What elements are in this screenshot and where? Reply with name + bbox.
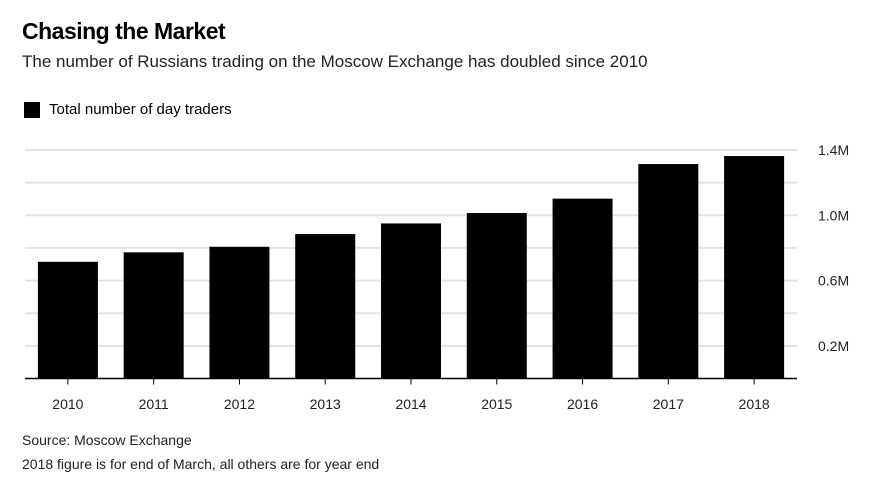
- bar-2017: [638, 164, 699, 379]
- bar-2018: [724, 156, 785, 379]
- y-tick-label: 1.4M: [818, 142, 849, 158]
- footnote: 2018 figure is for end of March, all oth…: [22, 456, 380, 472]
- chart-title: Chasing the Market: [22, 18, 226, 44]
- x-tick-label: 2016: [567, 396, 598, 412]
- y-tick-label: 0.6M: [818, 273, 849, 289]
- y-tick-label: 0.2M: [818, 338, 849, 354]
- x-tick-label: 2017: [653, 396, 684, 412]
- bar-2016: [552, 198, 613, 379]
- bar-2015: [466, 213, 527, 379]
- bar-2011: [123, 252, 184, 379]
- source-note: Source: Moscow Exchange: [22, 432, 192, 448]
- legend-label: Total number of day traders: [49, 101, 232, 118]
- legend: Total number of day traders: [24, 101, 232, 118]
- x-tick-label: 2015: [481, 396, 512, 412]
- bar-2010: [37, 261, 98, 379]
- bar-2012: [209, 246, 270, 379]
- bar-2013: [295, 234, 356, 379]
- x-tick-label: 2014: [395, 396, 426, 412]
- legend-swatch: [24, 101, 40, 118]
- x-tick-label: 2018: [739, 396, 770, 412]
- x-tick-label: 2011: [139, 396, 169, 412]
- x-tick-label: 2010: [52, 396, 83, 412]
- chart-subtitle: The number of Russians trading on the Mo…: [22, 52, 648, 71]
- x-tick-label: 2012: [224, 396, 255, 412]
- x-tick-label: 2013: [310, 396, 341, 412]
- y-tick-label: 1.0M: [818, 207, 849, 223]
- bar-2014: [381, 223, 441, 379]
